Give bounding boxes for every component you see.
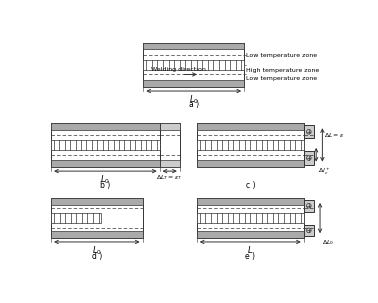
Bar xyxy=(143,42,244,49)
Text: $L_0$: $L_0$ xyxy=(189,93,199,106)
Bar xyxy=(51,140,160,150)
Bar xyxy=(197,213,304,223)
Bar xyxy=(51,123,160,129)
Text: $L$: $L$ xyxy=(247,244,253,255)
Bar xyxy=(197,123,304,167)
Bar xyxy=(304,152,314,165)
Text: $\Delta l_c^+$: $\Delta l_c^+$ xyxy=(318,167,330,177)
Text: $L_0$: $L_0$ xyxy=(92,244,102,257)
Bar xyxy=(160,123,180,167)
Bar xyxy=(197,198,304,205)
Text: c ): c ) xyxy=(246,181,255,190)
Bar xyxy=(197,123,304,129)
Bar xyxy=(197,231,304,238)
Bar xyxy=(51,198,143,238)
Bar xyxy=(304,225,314,236)
Text: $L_0$: $L_0$ xyxy=(101,173,110,186)
Text: High temperature zone: High temperature zone xyxy=(246,68,320,73)
Text: $\Delta L_T=\varepsilon_T$: $\Delta L_T=\varepsilon_T$ xyxy=(156,173,183,182)
Bar xyxy=(51,231,143,238)
Text: $\Delta L=\varepsilon$: $\Delta L=\varepsilon$ xyxy=(324,131,344,139)
Bar xyxy=(143,42,244,87)
Bar xyxy=(160,123,180,129)
Bar xyxy=(197,198,304,238)
Text: Welding direction: Welding direction xyxy=(152,67,206,72)
Bar xyxy=(160,160,180,167)
Text: e ): e ) xyxy=(245,252,255,261)
Bar xyxy=(51,123,160,167)
Bar xyxy=(51,198,143,205)
Text: b ): b ) xyxy=(100,181,110,190)
Bar xyxy=(51,160,160,167)
Text: Low temperature zone: Low temperature zone xyxy=(246,53,318,58)
Text: a ): a ) xyxy=(189,100,199,109)
Bar xyxy=(143,60,244,70)
Bar xyxy=(51,213,101,223)
Bar xyxy=(197,160,304,167)
Text: d ): d ) xyxy=(92,252,102,261)
Bar xyxy=(197,140,304,150)
Text: $\Delta L_0$: $\Delta L_0$ xyxy=(322,238,334,247)
Bar xyxy=(143,80,244,87)
Text: Low temperature zone: Low temperature zone xyxy=(246,76,318,81)
Bar xyxy=(304,200,314,211)
Bar xyxy=(304,125,314,138)
